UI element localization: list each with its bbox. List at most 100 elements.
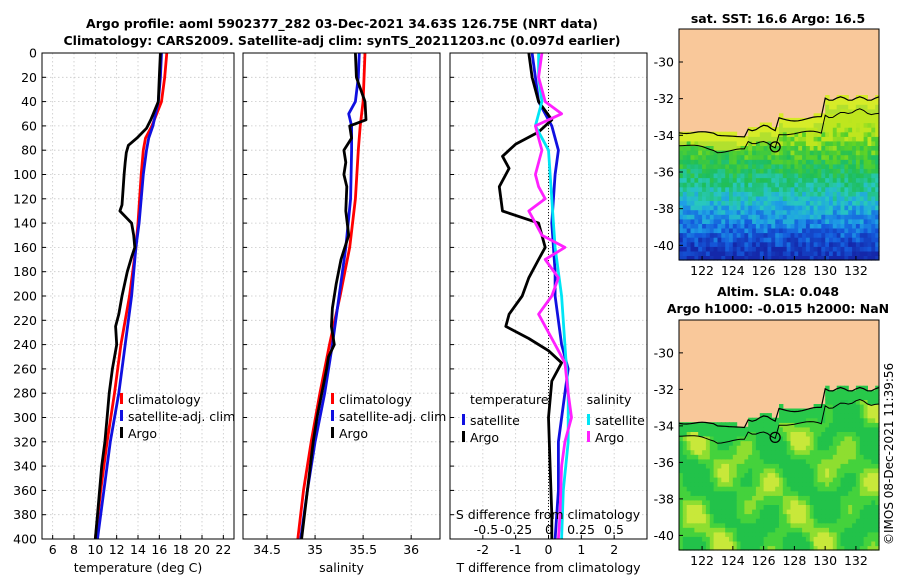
temp-xlabel: temperature (deg C) bbox=[74, 560, 203, 575]
map_sla-xtick-label: 132 bbox=[844, 553, 868, 568]
map_sst-axes-box bbox=[678, 28, 880, 261]
map_sst-ytick-label: -30 bbox=[654, 55, 674, 70]
map_sst-ytick-label: -36 bbox=[654, 165, 674, 180]
temp-xtick-label: 20 bbox=[194, 542, 210, 557]
diff-secondary-xtick-label: -0.5 bbox=[474, 522, 498, 537]
sal-legend-label-2: Argo bbox=[339, 426, 368, 441]
diff-legend-left-swatch-0 bbox=[462, 414, 465, 425]
map_sst-xtick-label: 130 bbox=[813, 263, 837, 278]
temp-xtick-label: 10 bbox=[87, 542, 103, 557]
temp-xtick-label: 22 bbox=[215, 542, 231, 557]
map_sst-ytick-label: -32 bbox=[654, 91, 674, 106]
temp-legend-swatch-1 bbox=[120, 410, 123, 421]
map-sla-title-line2: Argo h1000: -0.015 h2000: NaN bbox=[667, 301, 889, 316]
diff-secondary-xtick-label: 0.5 bbox=[604, 522, 624, 537]
map_sla-panel: 122 124 126 128 130 132 -30 -32 -34 -36 -38 -40 bbox=[654, 319, 880, 568]
sal-xtick-label: 36 bbox=[403, 542, 419, 557]
temp-xtick-label: 6 bbox=[49, 542, 57, 557]
temp-legend-label-0: climatology bbox=[128, 392, 201, 407]
depth-tick-label: 280 bbox=[13, 386, 37, 401]
temp-series-2 bbox=[93, 52, 162, 540]
sal-panel: 34.5 35 35.5 36 salinity bbox=[242, 52, 441, 575]
sal-legend-swatch-2 bbox=[331, 427, 334, 438]
temp-xtick-label: 16 bbox=[151, 542, 167, 557]
diff-legend-left-swatch-1 bbox=[462, 431, 465, 442]
sal-xtick-label: 35 bbox=[307, 542, 323, 557]
diff-xtick-label: 0 bbox=[545, 542, 553, 557]
depth-tick-label: 360 bbox=[13, 483, 37, 498]
map_sst-xtick-label: 132 bbox=[844, 263, 868, 278]
sal-xtick-label: 35.5 bbox=[349, 542, 377, 557]
diff-legend-left-label-0: satellite bbox=[470, 413, 520, 428]
figure-title-line2: Climatology: CARS2009. Satellite-adj cli… bbox=[63, 33, 620, 49]
depth-tick-label: 320 bbox=[13, 434, 37, 449]
temp-xtick-label: 18 bbox=[173, 542, 189, 557]
map_sla-ytick-label: -38 bbox=[654, 491, 674, 506]
diff-xtick-label: 2 bbox=[610, 542, 618, 557]
depth-tick-label: 300 bbox=[13, 410, 37, 425]
map_sst-ytick-label: -40 bbox=[654, 238, 674, 253]
depth-tick-label: 60 bbox=[21, 118, 37, 133]
map_sst-xtick-label: 124 bbox=[721, 263, 745, 278]
map_sla-argo-marker bbox=[769, 431, 781, 444]
diff-legend-left-title: temperature bbox=[470, 392, 549, 407]
sal-legend-swatch-1 bbox=[331, 410, 334, 421]
sal-legend-label-0: climatology bbox=[339, 392, 412, 407]
diff-xlabel: T difference from climatology bbox=[455, 560, 641, 575]
temp-xtick-label: 8 bbox=[70, 542, 78, 557]
diff-secondary-xtick-label: 0 bbox=[545, 522, 553, 537]
diff-legend-right-label-0: satellite bbox=[595, 413, 645, 428]
map-sla-title-line1: Altim. SLA: 0.048 bbox=[717, 284, 839, 299]
map_sla-xtick-label: 128 bbox=[782, 553, 806, 568]
map_sla-xtick-label: 130 bbox=[813, 553, 837, 568]
diff-series-3 bbox=[527, 52, 573, 540]
map_sla-xtick-label: 124 bbox=[721, 553, 745, 568]
diff-series-1 bbox=[497, 52, 563, 539]
diff-secondary-xtick-label: -0.25 bbox=[500, 522, 532, 537]
map_sla-contour bbox=[678, 398, 880, 444]
map_sla-ytick-label: -32 bbox=[654, 382, 674, 397]
map_sla-axes-box bbox=[678, 319, 880, 551]
diff-secondary-xtick-label: 0.25 bbox=[567, 522, 595, 537]
depth-tick-label: 140 bbox=[13, 216, 37, 231]
temp-xtick-label: 12 bbox=[109, 542, 125, 557]
map_sst-ytick-label: -38 bbox=[654, 201, 674, 216]
map_sla-ytick-label: -34 bbox=[654, 418, 674, 433]
diff-legend-left-label-1: Argo bbox=[470, 430, 499, 445]
map_sla-xtick-label: 126 bbox=[752, 553, 776, 568]
depth-tick-label: 180 bbox=[13, 264, 37, 279]
depth-tick-label: 160 bbox=[13, 240, 37, 255]
map_sla-xtick-label: 122 bbox=[690, 553, 714, 568]
depth-tick-label: 200 bbox=[13, 289, 37, 304]
temp-legend-label-2: Argo bbox=[128, 426, 157, 441]
map_sla-ytick-label: -36 bbox=[654, 455, 674, 470]
figure-title-line1: Argo profile: aoml 5902377_282 03-Dec-20… bbox=[86, 16, 598, 32]
temp-legend-swatch-2 bbox=[120, 427, 123, 438]
depth-tick-label: 20 bbox=[21, 70, 37, 85]
map_sst-xtick-label: 126 bbox=[752, 263, 776, 278]
diff-legend-right-swatch-0 bbox=[587, 414, 590, 425]
sal-legend-label-1: satellite-adj. clim bbox=[339, 409, 446, 424]
diff-xtick-label: -2 bbox=[477, 542, 489, 557]
diff-series-2 bbox=[534, 53, 570, 540]
depth-tick-label: 80 bbox=[21, 143, 37, 158]
depth-tick-label: 260 bbox=[13, 361, 37, 376]
map_sla-ytick-label: -30 bbox=[654, 345, 674, 360]
sal-legend-swatch-0 bbox=[331, 393, 334, 404]
map_sst-argo-marker bbox=[769, 141, 781, 153]
diff-legend-right-title: salinity bbox=[587, 392, 632, 407]
map_sst-ytick-label: -34 bbox=[654, 128, 674, 143]
temp-series-1 bbox=[96, 52, 163, 540]
diff-xtick-label: 1 bbox=[577, 542, 585, 557]
depth-tick-label: 100 bbox=[13, 167, 37, 182]
map_sla-coastline bbox=[678, 386, 880, 429]
temp-panel: 6 8 10 12 14 16 18 20 22 temperature (deg C) bbox=[41, 52, 235, 575]
diff-legend-right-label-1: Argo bbox=[595, 430, 624, 445]
depth-tick-label: 240 bbox=[13, 337, 37, 352]
diff-legend-right-swatch-1 bbox=[587, 431, 590, 442]
map_sst-panel: 122 124 126 128 130 132 -30 -32 -34 -36 -38 -40 bbox=[654, 28, 880, 278]
depth-tick-label: 40 bbox=[21, 94, 37, 109]
temp-legend-swatch-0 bbox=[120, 393, 123, 404]
